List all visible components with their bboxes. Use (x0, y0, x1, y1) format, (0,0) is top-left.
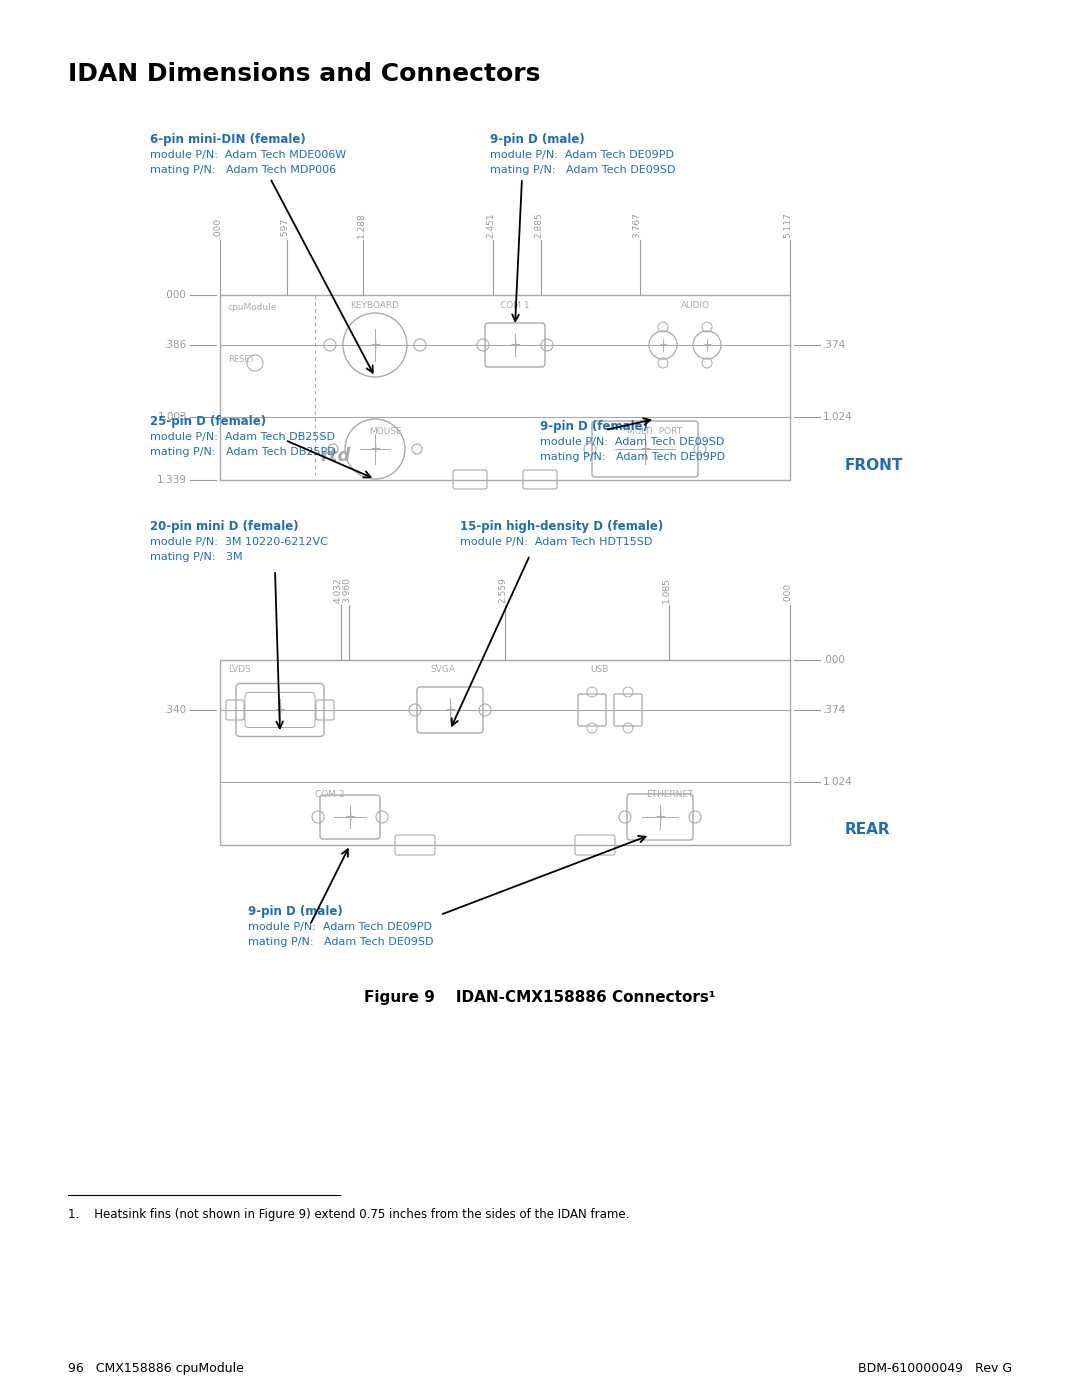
Text: 1.    Heatsink fins (not shown in Figure 9) extend 0.75 inches from the sides of: 1. Heatsink fins (not shown in Figure 9)… (68, 1208, 630, 1221)
Text: 1.339: 1.339 (157, 475, 187, 485)
Text: .000: .000 (823, 655, 846, 665)
Text: mating P/N:   3M: mating P/N: 3M (150, 552, 243, 562)
Text: COM 2: COM 2 (315, 789, 345, 799)
Text: module P/N:  Adam Tech HDT15SD: module P/N: Adam Tech HDT15SD (460, 536, 652, 548)
Text: 1.288: 1.288 (356, 212, 365, 237)
Text: module P/N:  3M 10220-6212VC: module P/N: 3M 10220-6212VC (150, 536, 328, 548)
Text: .000: .000 (213, 218, 222, 237)
Text: 6-pin mini-DIN (female): 6-pin mini-DIN (female) (150, 133, 306, 147)
Text: 20-pin mini D (female): 20-pin mini D (female) (150, 520, 299, 534)
Text: AUDIO: AUDIO (680, 300, 710, 310)
Text: module P/N:  Adam Tech DB25SD: module P/N: Adam Tech DB25SD (150, 432, 335, 441)
Text: 25-pin D (female): 25-pin D (female) (150, 415, 266, 427)
Text: .340: .340 (164, 705, 187, 715)
Text: +: + (659, 339, 667, 351)
Text: 96   CMX158886 cpuModule: 96 CMX158886 cpuModule (68, 1362, 244, 1375)
Text: SVGA: SVGA (430, 665, 455, 673)
Text: +: + (702, 339, 712, 351)
Text: 3.960: 3.960 (342, 577, 351, 604)
Text: .000: .000 (783, 583, 792, 604)
Text: 2.451: 2.451 (486, 212, 495, 237)
Text: 4.032: 4.032 (334, 577, 342, 604)
Text: 9-pin D (female): 9-pin D (female) (540, 420, 648, 433)
Text: .000: .000 (164, 291, 187, 300)
Text: +: + (639, 441, 651, 455)
Text: +: + (654, 810, 665, 824)
Text: 1.024: 1.024 (823, 412, 853, 422)
Text: 5.117: 5.117 (783, 212, 792, 237)
Text: MULTI  PORT: MULTI PORT (627, 427, 683, 436)
Text: 1.085: 1.085 (662, 577, 671, 604)
Text: 3.767: 3.767 (633, 212, 642, 237)
Text: .386: .386 (164, 339, 187, 351)
Text: BDM-610000049   Rev G: BDM-610000049 Rev G (858, 1362, 1012, 1375)
Text: module P/N:  Adam Tech DE09PD: module P/N: Adam Tech DE09PD (248, 922, 432, 932)
Text: module P/N:  Adam Tech DE09SD: module P/N: Adam Tech DE09SD (540, 437, 725, 447)
Text: mating P/N:   Adam Tech DB25PD: mating P/N: Adam Tech DB25PD (150, 447, 336, 457)
Text: +: + (509, 338, 521, 352)
Text: .597: .597 (280, 218, 288, 237)
Text: 9-pin D (male): 9-pin D (male) (490, 133, 584, 147)
Text: 2.885: 2.885 (535, 212, 543, 237)
Text: LVDS: LVDS (228, 665, 251, 673)
Text: KEYBOARD: KEYBOARD (351, 300, 400, 310)
Text: MOUSE: MOUSE (368, 427, 402, 436)
Text: .374: .374 (823, 339, 847, 351)
Text: module P/N:  Adam Tech MDE006W: module P/N: Adam Tech MDE006W (150, 149, 347, 161)
Text: 9-pin D (male): 9-pin D (male) (248, 905, 342, 918)
Text: ETHERNET: ETHERNET (646, 789, 693, 799)
Text: +: + (369, 338, 381, 352)
Text: 2.559: 2.559 (498, 577, 507, 604)
Text: 1.024: 1.024 (823, 777, 853, 787)
Text: module P/N:  Adam Tech DE09PD: module P/N: Adam Tech DE09PD (490, 149, 674, 161)
Text: cpuModule: cpuModule (228, 303, 278, 312)
Text: rtd: rtd (320, 447, 350, 465)
Text: Figure 9    IDAN-CMX158886 Connectors¹: Figure 9 IDAN-CMX158886 Connectors¹ (364, 990, 716, 1004)
Text: 1.003: 1.003 (158, 412, 187, 422)
Text: 15-pin high-density D (female): 15-pin high-density D (female) (460, 520, 663, 534)
Text: REAR: REAR (845, 823, 891, 837)
Text: .374: .374 (823, 705, 847, 715)
Text: IDAN Dimensions and Connectors: IDAN Dimensions and Connectors (68, 61, 540, 87)
Text: +: + (444, 703, 456, 717)
Text: RESET: RESET (228, 355, 255, 365)
Text: mating P/N:   Adam Tech DE09SD: mating P/N: Adam Tech DE09SD (490, 165, 675, 175)
Text: +: + (369, 441, 381, 455)
Text: USB: USB (590, 665, 608, 673)
Text: FRONT: FRONT (845, 457, 903, 472)
Text: +: + (274, 703, 286, 717)
Text: mating P/N:   Adam Tech DE09PD: mating P/N: Adam Tech DE09PD (540, 453, 725, 462)
Text: COM 1: COM 1 (500, 300, 530, 310)
Text: mating P/N:   Adam Tech DE09SD: mating P/N: Adam Tech DE09SD (248, 937, 433, 947)
Text: +: + (345, 810, 355, 824)
Text: mating P/N:   Adam Tech MDP006: mating P/N: Adam Tech MDP006 (150, 165, 336, 175)
